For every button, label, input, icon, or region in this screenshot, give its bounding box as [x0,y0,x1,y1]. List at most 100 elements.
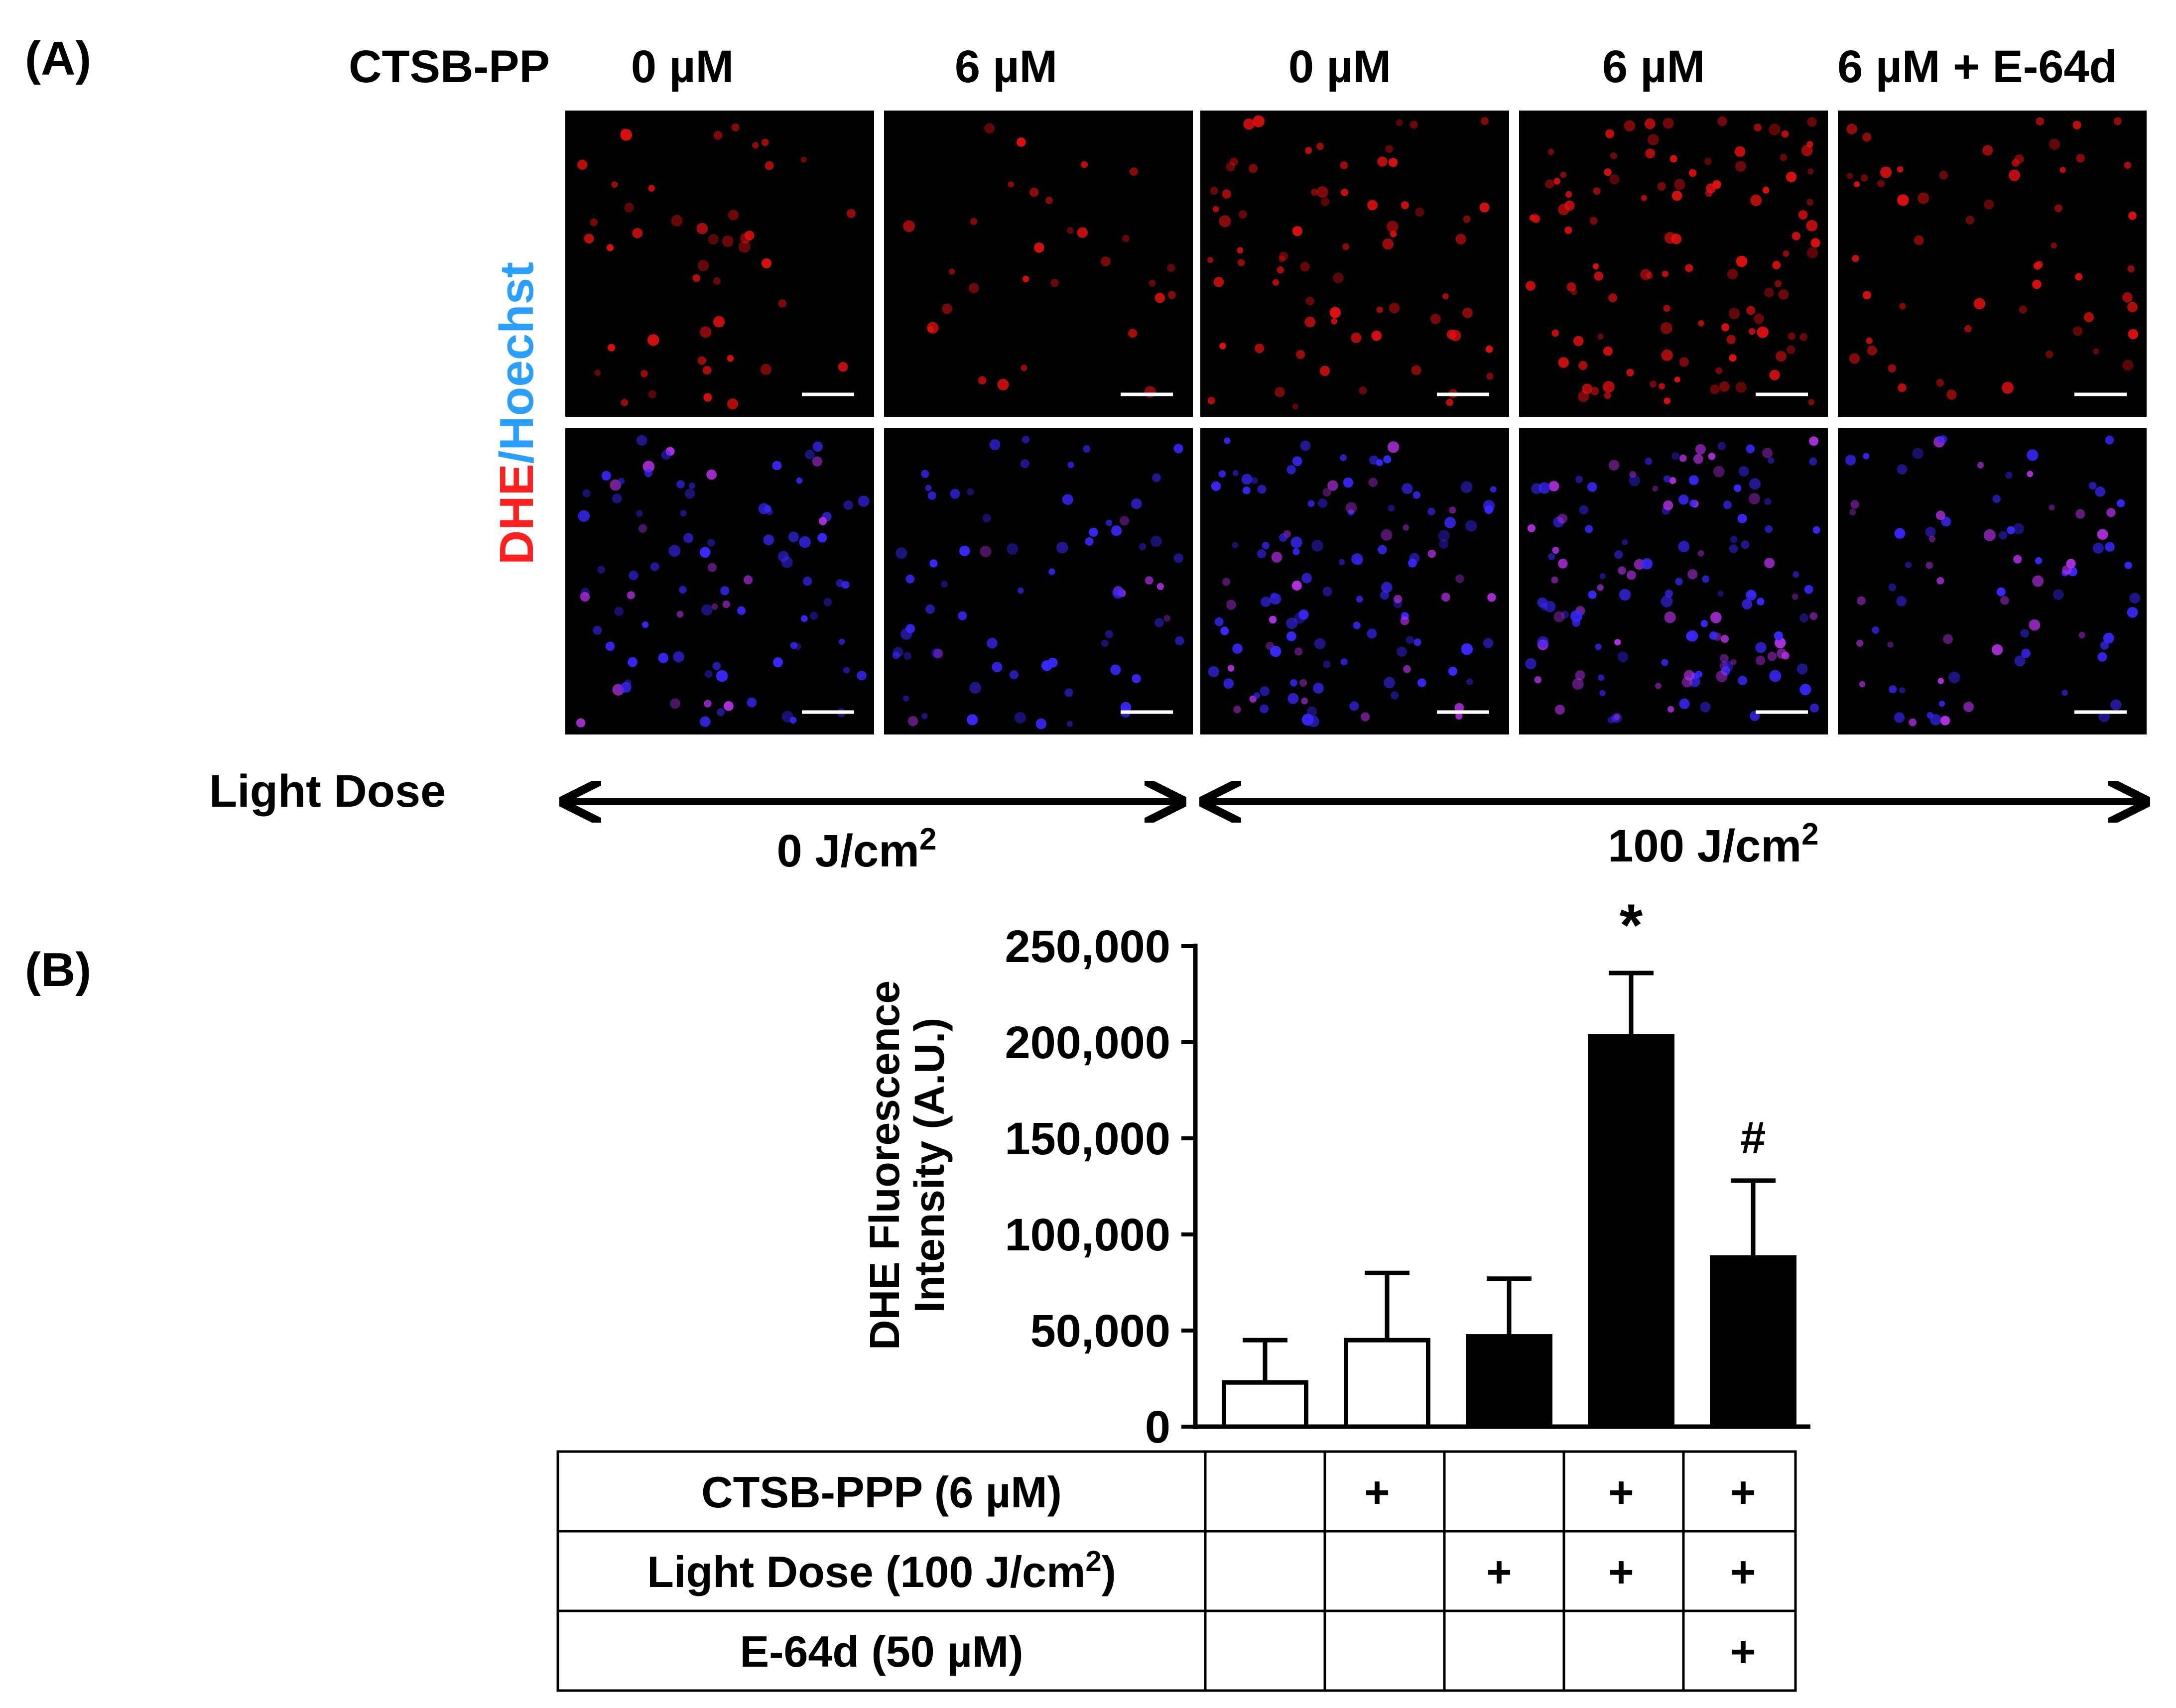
cell-dot [1413,638,1421,646]
cell-dot [1320,197,1330,206]
cell-dot [2048,504,2055,511]
cell-dot [1551,329,1559,337]
micrograph-background [884,111,1193,417]
cell-dot [1679,698,1690,709]
cell-dot [1465,520,1477,532]
cell-dot [1534,676,1541,684]
cell-dot [1007,543,1019,555]
cell-dot [1156,583,1164,591]
cell-dot [1388,504,1395,512]
cell-dot [2066,559,2076,569]
cell-dot [1754,123,1762,131]
cell-dot [1298,610,1309,620]
cell-dot [925,485,932,491]
cell-dot [1575,476,1583,484]
cell-dot [1131,498,1142,509]
table-mark: + [1730,1547,1756,1596]
cell-dot [967,488,974,495]
cell-dot [2054,204,2062,213]
cell-dot [597,566,605,574]
cell-dot [1984,199,1994,210]
cell-dot [1564,200,1575,211]
cell-dot [2048,138,2060,150]
cell-dot [2014,655,2026,667]
cell-dot [1769,123,1781,135]
cell-dot [1749,478,1761,490]
cell-dot [1999,531,2008,540]
cell-dot [1241,474,1253,485]
cell-dot [684,488,695,499]
cell-dot [812,441,823,452]
cell-dot [1859,681,1866,688]
cell-dot [1857,596,1866,606]
cell-dot [590,218,598,227]
cell-dot [1786,171,1797,182]
cell-dot [1175,636,1184,646]
cell-dot [1992,494,2001,503]
cell-dot [1544,601,1556,612]
cell-dot [658,653,669,663]
cell-dot [1397,646,1407,657]
cell-dot [905,624,915,633]
cell-dot [1746,444,1755,454]
cell-dot [711,603,718,610]
cell-dot [712,662,721,670]
cell-dot [1396,119,1403,126]
cell-dot [1301,697,1308,705]
cell-dot [1041,660,1052,671]
cell-dot [2020,629,2029,638]
cell-dot [778,299,787,308]
cell-dot [1662,270,1668,277]
cell-dot [1792,571,1799,578]
cell-dot [941,581,948,588]
bar-chart: 0 50,000 100,000 150,000 200,000 250,000 * # [1005,892,1810,1453]
cell-dot [1608,460,1620,471]
cell-dot [823,598,832,607]
cell-dot [1111,525,1122,536]
cell-dot [1173,553,1184,563]
cell-dot [1381,582,1393,593]
cell-dot [1525,658,1536,670]
cell-dot [1292,226,1302,237]
cell-dot [1774,631,1783,640]
cell-dot [1340,161,1348,169]
cell-dot [1742,599,1753,610]
cell-dot [1708,453,1716,460]
cell-dot [2035,557,2043,565]
cell-dot [1730,659,1737,665]
stain-label: DHE/Hoechst [490,262,543,565]
cell-dot [2093,348,2099,355]
cell-dot [1342,243,1350,250]
cell-dot [1406,636,1414,644]
cell-dot [1730,536,1738,543]
cell-dot [1381,529,1393,541]
cell-dot [1301,714,1314,726]
cell-dot [679,586,687,594]
cell-dot [1329,307,1341,318]
cell-dot [1376,306,1383,313]
cell-dot [773,657,783,668]
cell-dot [640,370,648,377]
cell-dot [2032,279,2042,289]
cell-dot [676,610,684,618]
cell-dot [1792,232,1800,241]
cell-dot [699,547,711,558]
bar-1 [1344,1338,1430,1429]
cell-dot [578,510,590,522]
cell-dot [2007,526,2015,534]
cell-dot [648,390,656,399]
micrograph-r0-c4 [1838,111,2147,417]
column-header-3: 6 µM [1602,41,1705,92]
cell-dot [1257,485,1267,494]
cell-dot [1719,381,1730,392]
cell-dot [1300,261,1310,272]
condition-table: CTSB-PPP (6 µM) + + + Light Dose (100 J/cm2)… [556,1450,1797,1692]
micrograph-background [1838,428,2147,734]
cell-dot [1106,519,1113,526]
cell-dot [1661,595,1673,608]
y-axis-label-line1: DHE Fluorescence [861,980,908,1350]
cell-dot [1455,574,1464,583]
cell-dot [1669,155,1677,163]
cell-dot [1792,593,1798,600]
cell-dot [1598,674,1604,681]
